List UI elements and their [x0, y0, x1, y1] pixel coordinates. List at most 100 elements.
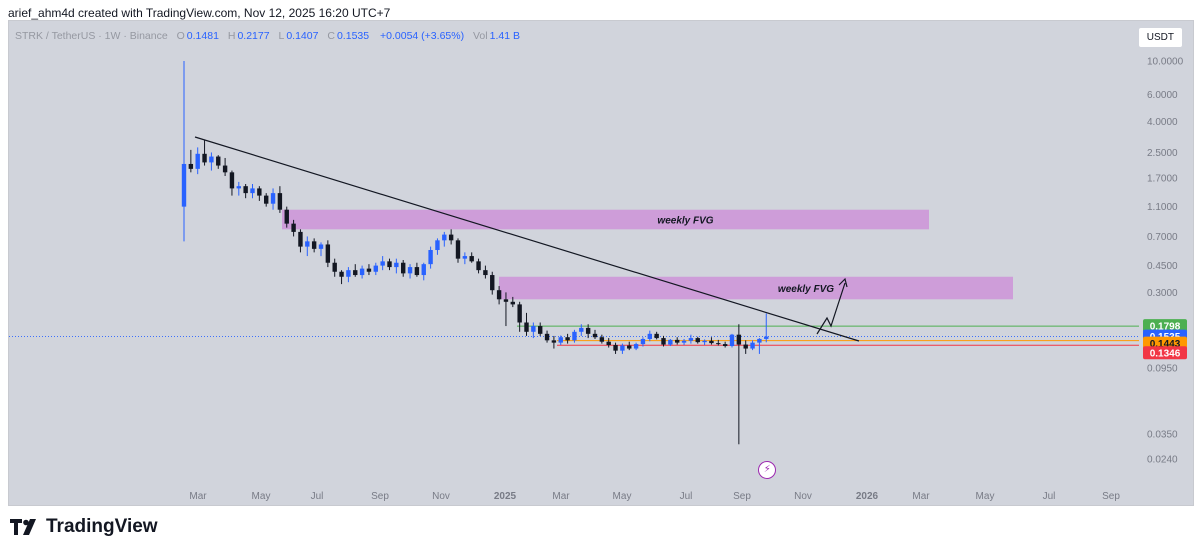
- candle-body: [524, 322, 529, 332]
- candle-body: [209, 156, 214, 163]
- candle-body: [613, 345, 618, 351]
- candle-body: [414, 267, 420, 276]
- candle-body: [401, 262, 406, 274]
- candle-body: [387, 261, 392, 268]
- candle-body: [579, 327, 584, 332]
- candle-body: [627, 345, 632, 349]
- candle-body: [298, 231, 303, 247]
- price-tag-label: 0.1346: [1150, 349, 1181, 360]
- candle-body: [722, 344, 728, 347]
- currency-unit-button[interactable]: USDT: [1137, 27, 1183, 48]
- candle-body: [442, 234, 447, 241]
- x-tick-label: 2026: [856, 491, 879, 502]
- y-tick-label: 0.4500: [1147, 261, 1178, 272]
- price-tag: [1143, 319, 1187, 333]
- x-tick-label: May: [976, 491, 995, 502]
- y-tick-label: 2.5000: [1147, 148, 1178, 159]
- y-tick-label: 1.1000: [1147, 202, 1178, 213]
- candle-body: [188, 163, 194, 169]
- high-label: H: [227, 30, 236, 42]
- x-tick-label: Sep: [733, 491, 751, 502]
- x-tick-label: Mar: [912, 491, 930, 502]
- price-tag-label: 0.1798: [1150, 322, 1181, 333]
- x-tick-label: 2025: [494, 491, 517, 502]
- candle-body: [250, 188, 255, 194]
- open-value: 0.1481: [186, 30, 219, 42]
- candle-body: [339, 271, 344, 277]
- candle-body: [490, 275, 495, 291]
- y-tick-label: 0.0950: [1147, 364, 1178, 375]
- x-tick-label: Jul: [311, 491, 324, 502]
- chart-panel[interactable]: weekly FVG weekly FVG 10.0000 6.0000 4.0000 2…: [8, 20, 1194, 506]
- x-tick-label: Nov: [794, 491, 812, 502]
- candle-body: [510, 301, 515, 305]
- y-tick-label: 10.0000: [1147, 57, 1184, 68]
- candle-body: [455, 240, 461, 259]
- candle-body: [243, 186, 248, 194]
- lightning-icon[interactable]: ⚡: [758, 461, 777, 479]
- candle-body: [640, 338, 646, 345]
- open-label: O: [176, 30, 185, 42]
- y-tick-label: 0.3000: [1147, 288, 1178, 299]
- candle-body: [517, 304, 522, 323]
- x-tick-label: May: [613, 491, 632, 502]
- candle-body: [551, 340, 557, 343]
- change-value: +0.0054 (+3.65%): [380, 30, 465, 42]
- brand-name: TradingView: [46, 516, 158, 537]
- price-tag-label: 0.1443: [1150, 339, 1181, 350]
- candle-body: [716, 343, 721, 345]
- x-tick-label: Mar: [189, 491, 207, 502]
- y-tick-label: 4.0000: [1147, 117, 1178, 128]
- y-tick-label: 6.0000: [1147, 90, 1178, 101]
- candle-body: [702, 340, 707, 343]
- candle-body: [585, 327, 591, 334]
- candle-body: [277, 193, 283, 210]
- candle-body: [332, 262, 337, 272]
- x-tick-label: Nov: [432, 491, 450, 502]
- x-tick-label: May: [252, 491, 271, 502]
- candle-body: [380, 261, 385, 266]
- candle-body: [750, 342, 755, 349]
- candle-body: [729, 334, 735, 347]
- candle-body: [476, 261, 481, 271]
- candle-body: [373, 265, 378, 272]
- candle-body: [311, 241, 317, 249]
- candle-body: [229, 172, 235, 189]
- close-label: C: [327, 30, 335, 42]
- x-tick-label: Sep: [1102, 491, 1120, 502]
- fvg-label: weekly FVG: [657, 216, 713, 227]
- candle-body: [503, 299, 509, 302]
- x-tick-label: Mar: [552, 491, 570, 502]
- candle-body: [462, 256, 468, 259]
- candle-body: [469, 256, 474, 262]
- projection-path: [816, 282, 846, 335]
- y-tick-label: 0.0350: [1147, 430, 1178, 441]
- candle-body: [346, 270, 351, 277]
- candle-body: [572, 331, 577, 341]
- candle-body: [606, 341, 611, 346]
- candle-body: [407, 267, 413, 274]
- price-tag: [1143, 346, 1187, 360]
- tradingview-footer: TradingView: [10, 516, 158, 538]
- candle-body: [428, 250, 433, 265]
- candle-body: [305, 241, 310, 247]
- tradingview-logo-icon: [10, 519, 36, 535]
- volume-label: Vol: [473, 30, 488, 42]
- y-tick-label: 0.7000: [1147, 232, 1178, 243]
- candle-body: [483, 270, 488, 276]
- candle-body: [448, 234, 454, 241]
- candle-body: [661, 338, 666, 345]
- chart-attribution: arief_ahm4d created with TradingView.com…: [8, 6, 391, 20]
- fvg-zone: [282, 209, 929, 230]
- candlestick-chart[interactable]: weekly FVG weekly FVG 10.0000 6.0000 4.0000 2…: [9, 21, 1194, 506]
- fvg-zone: [499, 276, 1013, 300]
- candle-body: [216, 156, 221, 166]
- x-tick-label: Sep: [371, 491, 389, 502]
- y-tick-label: 0.0240: [1147, 455, 1178, 466]
- x-tick-label: Jul: [680, 491, 693, 502]
- symbol-legend: STRK / TetherUS · 1W · Binance O 0.1481 H…: [15, 30, 526, 42]
- candle-body: [531, 326, 536, 332]
- candle-body: [270, 193, 276, 204]
- candle-body: [538, 326, 543, 334]
- candle-body: [647, 333, 652, 339]
